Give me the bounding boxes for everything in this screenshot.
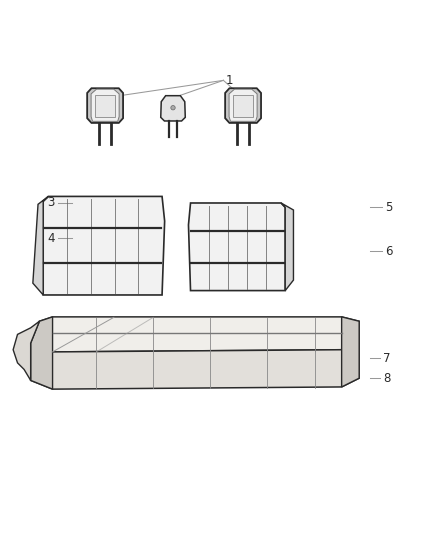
Polygon shape [43,197,165,295]
Polygon shape [91,89,119,122]
Text: 5: 5 [385,201,393,214]
Text: 8: 8 [383,372,391,385]
Polygon shape [233,95,253,117]
Polygon shape [31,317,359,352]
Polygon shape [87,88,123,123]
Polygon shape [225,88,261,123]
Polygon shape [229,89,257,122]
Text: 3: 3 [47,197,55,209]
Polygon shape [342,317,359,387]
Polygon shape [95,95,115,117]
Polygon shape [33,197,48,295]
Polygon shape [188,203,285,290]
Text: 7: 7 [383,352,391,365]
Text: 1: 1 [226,74,233,87]
Circle shape [171,106,175,110]
Polygon shape [281,203,293,290]
Polygon shape [31,317,53,389]
Polygon shape [13,321,39,381]
Text: 6: 6 [385,245,393,257]
Polygon shape [161,96,185,121]
Text: 4: 4 [47,231,55,245]
Polygon shape [31,343,359,389]
